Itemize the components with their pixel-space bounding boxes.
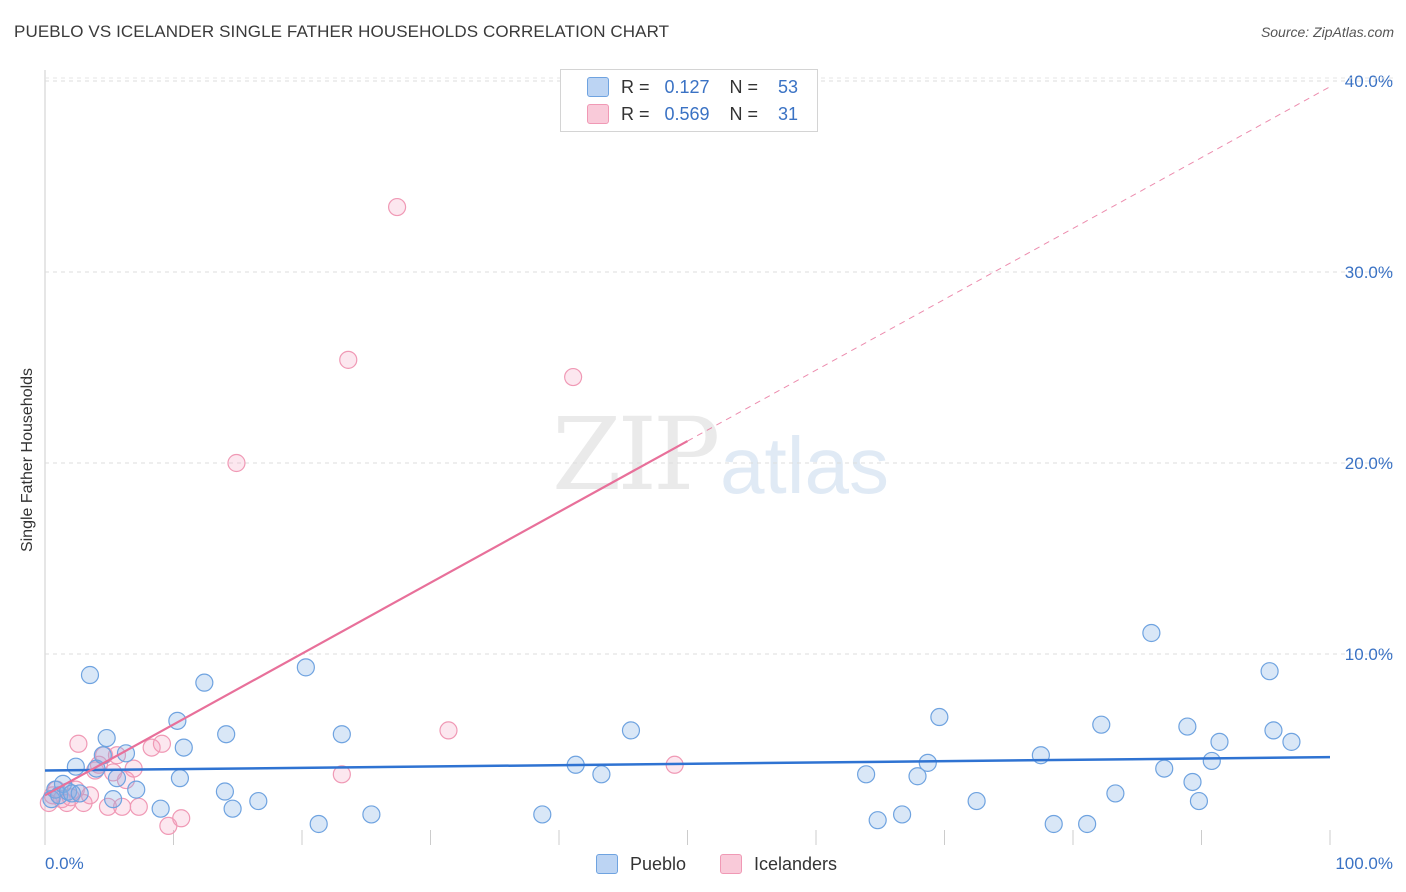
pueblo-point [107, 769, 127, 788]
legend-r-label: R = [621, 76, 650, 97]
pueblo-point [80, 665, 100, 685]
pueblo-point [621, 721, 641, 740]
pueblo-point [533, 805, 552, 824]
icelanders-point [439, 721, 458, 740]
pueblo-point [1189, 791, 1209, 811]
icelanders-point [129, 797, 148, 816]
y-tick-label: 10.0% [1345, 645, 1393, 664]
pueblo-legend-swatch [596, 854, 618, 874]
pueblo-point [215, 782, 234, 801]
x-tick-label: 100.0% [1335, 854, 1393, 873]
pueblo-point [1142, 623, 1161, 643]
icelanders-point [387, 197, 407, 217]
pueblo-point [892, 805, 912, 824]
pueblo-point [70, 784, 89, 803]
icelanders-point [564, 367, 583, 387]
pueblo-point [309, 814, 328, 834]
pueblo-point [1155, 759, 1174, 778]
pueblo-trend-line [44, 755, 1331, 772]
y-tick-label: 20.0% [1345, 454, 1393, 473]
chart-title: PUEBLO VS ICELANDER SINGLE FATHER HOUSEH… [14, 22, 670, 41]
pueblo-point [97, 728, 116, 748]
pueblo-legend-label: Pueblo [630, 853, 687, 874]
pueblo-point [127, 780, 146, 799]
legend-r-label: R = [621, 103, 650, 124]
x-tick-label: 0.0% [45, 854, 84, 873]
pueblo-point [930, 707, 949, 727]
icelanders-point [339, 350, 358, 369]
icelanders-trend-line [44, 440, 689, 797]
icelanders-swatch [587, 104, 609, 124]
pueblo-point [868, 811, 887, 830]
pueblo-swatch [587, 77, 609, 97]
pueblo-point [249, 791, 268, 811]
pueblo-point [1092, 715, 1111, 734]
pueblo-point [174, 738, 193, 757]
source-credit: Source: ZipAtlas.com [1260, 24, 1394, 40]
icelanders-legend-swatch [720, 854, 742, 874]
pueblo-point [908, 767, 927, 786]
icelanders-n-value: 31 [778, 103, 799, 124]
pueblo-point [1202, 751, 1221, 771]
bottom-legend-icelanders: Icelanders [720, 852, 837, 876]
pueblo-point [1178, 717, 1197, 736]
icelanders-point [227, 453, 246, 473]
icelanders-legend-label: Icelanders [754, 853, 838, 874]
pueblo-point [918, 753, 937, 772]
pueblo-point [1260, 662, 1279, 681]
pueblo-point [62, 784, 82, 803]
pueblo-point [857, 765, 876, 784]
pueblo-point [151, 799, 170, 818]
pueblo-point [362, 805, 381, 824]
watermark-zip: ZIP [552, 396, 720, 513]
icelanders-r-value: 0.569 [664, 103, 710, 124]
y-tick-label: 30.0% [1345, 263, 1393, 282]
y-axis-label: Single Father Households [19, 367, 36, 553]
legend-n-label: N = [729, 76, 759, 97]
legend-row-icelanders: R = 0.569 N = 31 [587, 103, 798, 125]
pueblo-point [223, 799, 242, 818]
pueblo-point [1264, 721, 1283, 740]
icelanders-point [332, 765, 351, 784]
icelanders-point [142, 738, 161, 757]
pueblo-point [170, 769, 190, 788]
pueblo-point [195, 673, 214, 692]
pueblo-point [332, 725, 351, 744]
pueblo-point [1183, 772, 1202, 792]
pueblo-point [104, 790, 123, 809]
bottom-legend-pueblo: Pueblo [596, 852, 686, 876]
pueblo-point [1044, 814, 1063, 834]
watermark-atlas: atlas [720, 421, 889, 510]
stats-legend: R = 0.127 N = 53 R = 0.569 N = 31 [560, 69, 818, 132]
pueblo-point [1210, 732, 1229, 751]
pueblo-point [967, 791, 986, 811]
pueblo-point [592, 765, 611, 784]
pueblo-point [296, 658, 315, 677]
legend-row-pueblo: R = 0.127 N = 53 [587, 76, 798, 98]
legend-n-label: N = [729, 103, 759, 124]
icelanders-point [172, 809, 191, 828]
pueblo-point [1282, 732, 1301, 751]
icelanders-point [152, 734, 172, 753]
pueblo-point [66, 757, 85, 776]
pueblo-n-value: 53 [778, 76, 799, 97]
pueblo-r-value: 0.127 [664, 76, 710, 97]
pueblo-point [1106, 784, 1125, 803]
icelanders-point [69, 734, 88, 753]
y-tick-label: 40.0% [1345, 72, 1393, 91]
pueblo-point [1078, 814, 1097, 834]
pueblo-point [217, 725, 236, 744]
icelanders-trend-extension [687, 86, 1331, 442]
